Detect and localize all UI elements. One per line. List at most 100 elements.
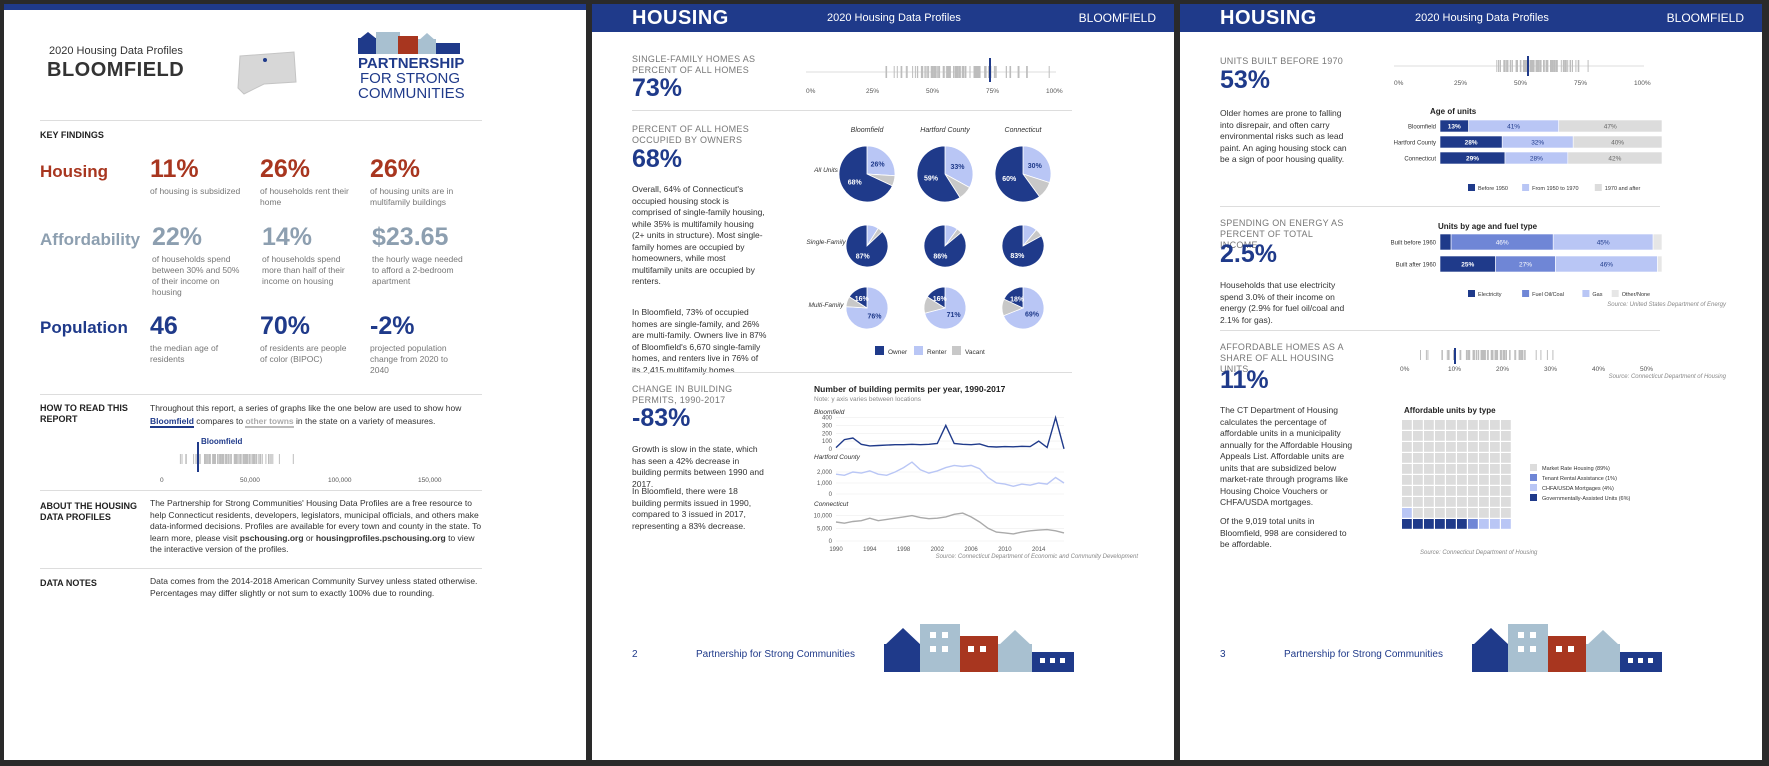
legend-label: Vacant	[965, 349, 985, 356]
waffle-cell	[1424, 519, 1434, 529]
pie-data-label: 18%	[1010, 296, 1025, 303]
pschousing-link[interactable]: pschousing.org	[239, 532, 304, 543]
axis-tick: 25%	[866, 88, 879, 95]
housingprofiles-link[interactable]: housingprofiles.pschousing.org	[315, 532, 446, 543]
how-to-read-title: HOW TO READ THIS REPORT	[40, 403, 128, 424]
section-value: 2.5%	[1220, 240, 1277, 268]
other-town-tick	[1018, 66, 1020, 78]
other-town-tick	[205, 454, 207, 464]
legend-swatch	[1611, 290, 1619, 297]
other-town-tick	[962, 66, 964, 78]
legend-label: Governmentally-Assisted Units (6%)	[1542, 496, 1631, 502]
other-town-tick	[1500, 350, 1502, 360]
panel-label: Bloomfield	[814, 409, 845, 416]
pie-data-label: 68%	[848, 179, 863, 186]
kf-desc: of households spend more than half of th…	[262, 254, 345, 286]
other-town-tick	[973, 66, 975, 78]
other-town-tick	[1507, 60, 1509, 72]
page-number: 3	[1220, 649, 1226, 660]
other-town-tick	[1514, 350, 1516, 360]
y-tick-label: 0	[829, 447, 833, 453]
other-town-tick	[215, 454, 216, 464]
pie-slice	[1003, 286, 1024, 309]
pie-data-label: 33%	[950, 164, 965, 171]
legend-swatch	[1468, 184, 1475, 191]
other-town-tick	[234, 454, 236, 464]
example-marker-label: Bloomfield	[201, 437, 242, 446]
y-tick-label: 0	[829, 492, 833, 498]
housing-heading: Housing	[40, 162, 108, 181]
legend-label: 1970 and after	[1605, 186, 1641, 192]
other-town-tick	[252, 454, 254, 464]
waffle-cell	[1457, 453, 1467, 463]
other-town-tick	[1537, 60, 1539, 72]
other-town-tick	[1520, 350, 1522, 360]
page-3: HOUSING 2020 Housing Data Profiles BLOOM…	[1180, 4, 1762, 760]
other-town-tick	[961, 66, 963, 78]
other-town-tick	[1448, 350, 1450, 360]
other-town-tick	[1546, 350, 1548, 360]
other-town-tick	[1565, 60, 1567, 72]
kf-desc: of residents are people of color (BIPOC)	[260, 343, 347, 364]
legend-label: Renter	[927, 349, 947, 356]
waffle-cell	[1457, 508, 1467, 518]
population-heading: Population	[40, 318, 128, 337]
panel-label: Connecticut	[814, 501, 850, 508]
other-town-tick	[261, 454, 263, 464]
other-town-tick	[1468, 350, 1470, 360]
axis-tick: 40%	[1592, 366, 1605, 373]
waffle-cell	[1424, 497, 1434, 507]
waffle-cell	[1479, 475, 1489, 485]
waffle-cell	[1501, 442, 1511, 452]
waffle-cell	[1490, 453, 1500, 463]
kf-desc: the hourly wage needed to afford a 2-bed…	[372, 254, 463, 286]
kf-desc: of housing units are in multifamily buil…	[370, 186, 454, 207]
other-town-tick	[1575, 60, 1577, 72]
other-town-tick	[1563, 60, 1565, 72]
other-town-tick	[1481, 350, 1483, 360]
waffle-cell	[1402, 497, 1412, 507]
other-town-tick	[994, 66, 996, 78]
other-town-tick	[224, 454, 226, 464]
pie-slice	[994, 145, 1041, 203]
waffle-cell	[1457, 497, 1467, 507]
other-town-tick	[925, 66, 927, 78]
other-town-tick	[1515, 350, 1517, 360]
chart-source: Source: Connecticut Department of Econom…	[935, 554, 1138, 560]
other-town-tick	[993, 66, 995, 78]
other-town-tick	[930, 66, 932, 78]
bar-category-label: Hartford County	[1394, 141, 1436, 147]
other-town-tick	[1460, 350, 1462, 360]
section-text: Of the 9,019 total units in Bloomfield, …	[1220, 516, 1347, 549]
section-value: 73%	[632, 74, 683, 102]
waffle-cell	[1446, 420, 1456, 430]
other-town-tick	[1572, 60, 1573, 72]
other-town-tick	[256, 454, 258, 464]
waffle-cell	[1501, 431, 1511, 441]
tenure-pie-grid: Bloomfield Hartford County Connecticut A…	[806, 127, 1052, 356]
waffle-cell	[1479, 508, 1489, 518]
other-town-tick	[937, 66, 939, 78]
other-town-tick	[1492, 350, 1494, 360]
other-town-tick	[1539, 60, 1541, 72]
pie-col-label: Hartford County	[920, 127, 970, 134]
section-text: Growth is slow in the state, which has s…	[632, 444, 764, 489]
other-town-tick	[225, 454, 227, 464]
section-text: In Bloomfield, 73% of occupied homes are…	[632, 307, 767, 375]
other-town-tick	[1555, 60, 1557, 72]
other-town-tick	[914, 66, 916, 78]
pie-row-label: Multi-Family	[808, 302, 844, 309]
other-town-tick	[905, 66, 907, 78]
legend-label: Electricity	[1478, 292, 1502, 298]
section-label: UNITS BUILT BEFORE 1970	[1220, 56, 1344, 66]
kf-value: 46	[150, 312, 178, 340]
legend-label: Market Rate Housing (89%)	[1542, 466, 1610, 472]
other-town-tick	[1472, 350, 1474, 360]
other-town-tick	[922, 66, 924, 78]
chart-source: Source: Connecticut Department of Housin…	[1608, 374, 1726, 380]
other-town-tick	[209, 454, 210, 464]
section-text: Overall, 64% of Connecticut's occupied h…	[632, 184, 765, 286]
other-town-tick	[1009, 66, 1011, 78]
town-title: BLOOMFIELD	[47, 59, 185, 81]
other-town-tick	[1518, 350, 1520, 360]
